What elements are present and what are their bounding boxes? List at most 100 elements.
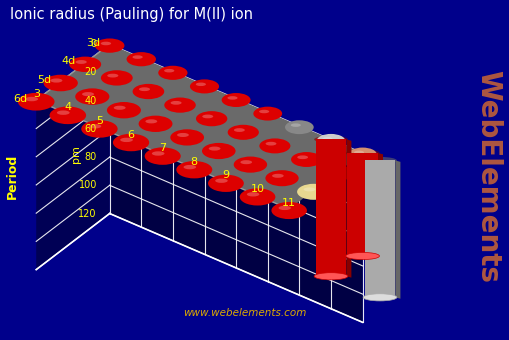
Ellipse shape	[259, 110, 269, 113]
Text: 8: 8	[190, 157, 197, 167]
Ellipse shape	[195, 111, 227, 126]
Text: 40: 40	[84, 96, 97, 106]
Ellipse shape	[328, 169, 339, 173]
Ellipse shape	[233, 156, 267, 173]
Text: 7: 7	[159, 143, 166, 153]
Ellipse shape	[227, 125, 259, 140]
Ellipse shape	[316, 134, 345, 148]
Ellipse shape	[322, 166, 353, 181]
Ellipse shape	[75, 88, 109, 105]
Ellipse shape	[297, 155, 307, 159]
Text: www.webelements.com: www.webelements.com	[183, 308, 306, 318]
Ellipse shape	[75, 60, 87, 64]
Text: 6d: 6d	[13, 94, 27, 104]
Ellipse shape	[164, 98, 195, 113]
Ellipse shape	[265, 142, 276, 146]
Ellipse shape	[82, 92, 94, 96]
Ellipse shape	[138, 116, 172, 132]
Ellipse shape	[183, 165, 196, 169]
Polygon shape	[36, 44, 362, 209]
Text: 100: 100	[78, 180, 97, 190]
Ellipse shape	[43, 75, 78, 91]
Ellipse shape	[126, 52, 156, 66]
Ellipse shape	[176, 161, 212, 178]
Ellipse shape	[297, 184, 329, 200]
Ellipse shape	[291, 152, 321, 167]
Ellipse shape	[81, 120, 118, 138]
Text: 5d: 5d	[37, 75, 51, 85]
Text: 80: 80	[84, 152, 97, 162]
Ellipse shape	[170, 129, 204, 146]
Ellipse shape	[322, 137, 332, 140]
Text: 3: 3	[33, 89, 40, 99]
Ellipse shape	[158, 66, 187, 80]
Ellipse shape	[278, 206, 290, 210]
Polygon shape	[36, 44, 109, 270]
Ellipse shape	[57, 110, 70, 115]
Text: Ionic radius (Pauling) for M(II) ion: Ionic radius (Pauling) for M(II) ion	[10, 7, 252, 22]
Ellipse shape	[170, 101, 181, 105]
Ellipse shape	[239, 188, 275, 205]
Text: 3d: 3d	[86, 37, 100, 48]
Polygon shape	[346, 139, 351, 278]
Ellipse shape	[314, 273, 347, 280]
Polygon shape	[377, 153, 382, 257]
Ellipse shape	[189, 79, 219, 94]
Ellipse shape	[49, 106, 86, 124]
Ellipse shape	[25, 97, 38, 101]
Ellipse shape	[202, 115, 213, 118]
Ellipse shape	[271, 202, 306, 219]
Ellipse shape	[152, 151, 164, 156]
Ellipse shape	[50, 79, 62, 83]
Ellipse shape	[145, 119, 157, 123]
Ellipse shape	[202, 143, 235, 159]
Ellipse shape	[112, 134, 149, 151]
Ellipse shape	[271, 174, 283, 178]
Ellipse shape	[362, 157, 396, 164]
Ellipse shape	[240, 160, 251, 164]
Text: 4d: 4d	[62, 56, 76, 66]
Ellipse shape	[177, 133, 188, 137]
Ellipse shape	[314, 136, 347, 143]
Ellipse shape	[348, 148, 376, 161]
Text: 120: 120	[78, 208, 97, 219]
Text: 60: 60	[84, 124, 97, 134]
Ellipse shape	[145, 148, 180, 165]
Ellipse shape	[132, 84, 164, 99]
Ellipse shape	[107, 102, 140, 118]
Ellipse shape	[18, 93, 54, 110]
Text: 11: 11	[281, 198, 296, 207]
Ellipse shape	[345, 149, 379, 156]
Polygon shape	[109, 44, 362, 322]
Ellipse shape	[290, 123, 300, 127]
Ellipse shape	[138, 87, 150, 91]
Ellipse shape	[285, 120, 313, 134]
Ellipse shape	[101, 70, 132, 86]
Text: 20: 20	[84, 67, 97, 78]
Ellipse shape	[195, 83, 206, 86]
Ellipse shape	[353, 151, 363, 154]
Ellipse shape	[69, 56, 101, 72]
Text: 0: 0	[91, 39, 97, 49]
Ellipse shape	[345, 252, 379, 259]
Ellipse shape	[227, 96, 237, 100]
Polygon shape	[315, 139, 346, 276]
Ellipse shape	[265, 170, 298, 186]
Ellipse shape	[208, 175, 243, 192]
Ellipse shape	[132, 55, 143, 59]
Ellipse shape	[253, 107, 281, 121]
Ellipse shape	[208, 147, 220, 151]
Text: Period: Period	[6, 154, 19, 200]
Ellipse shape	[303, 187, 315, 191]
Ellipse shape	[114, 106, 125, 110]
Ellipse shape	[89, 124, 101, 129]
Text: 5: 5	[96, 116, 103, 126]
Ellipse shape	[221, 93, 250, 107]
Polygon shape	[347, 153, 377, 256]
Ellipse shape	[215, 178, 228, 183]
Ellipse shape	[107, 74, 118, 78]
Ellipse shape	[234, 128, 244, 132]
Ellipse shape	[164, 69, 174, 72]
Ellipse shape	[246, 192, 259, 197]
Ellipse shape	[120, 138, 133, 142]
